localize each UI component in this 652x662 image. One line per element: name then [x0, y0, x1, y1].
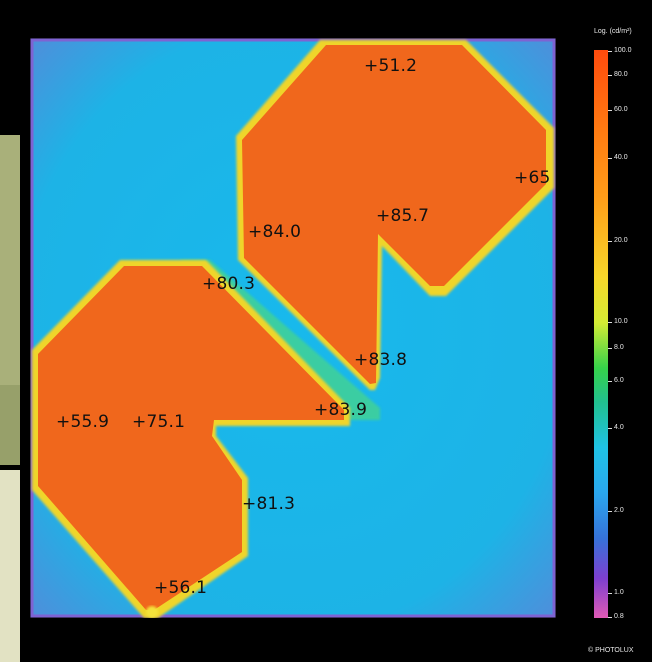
reading-label: +65 [514, 168, 551, 188]
reading-label: +75.1 [132, 412, 186, 432]
scale-tick-label: 1.0 [614, 589, 624, 596]
reading-label: +84.0 [248, 222, 302, 242]
scale-tick-label: 20.0 [614, 237, 628, 244]
scale-tick-label: 8.0 [614, 344, 624, 351]
scale-tick [608, 158, 612, 159]
scale-tick-label: 6.0 [614, 377, 624, 384]
scale-tick-label: 40.0 [614, 154, 628, 161]
scale-tick-label: 80.0 [614, 71, 628, 78]
scale-tick [608, 428, 612, 429]
scale-tick-label: 100.0 [614, 47, 632, 54]
scale-tick [608, 51, 612, 52]
reading-label: +80.3 [202, 274, 256, 294]
scale-tick [608, 617, 612, 618]
reading-label: +85.7 [376, 206, 430, 226]
reading-label: +56.1 [154, 578, 208, 598]
scale-gradient-bar [594, 50, 608, 618]
reading-label: +83.8 [354, 350, 408, 370]
scale-tick-label: 4.0 [614, 424, 624, 431]
scale-tick [608, 593, 612, 594]
lower-tip-glow [146, 606, 158, 618]
scale-tick-label: 0.8 [614, 613, 624, 620]
scale-tick [608, 75, 612, 76]
scale-tick [608, 241, 612, 242]
upper-panel [242, 45, 546, 384]
reading-label: +55.9 [56, 412, 110, 432]
background-strip-top [0, 135, 20, 385]
color-scale: Log. (cd/m²) 100.0 80.0 60.0 40.0 20.0 1… [586, 20, 652, 662]
background-strip-middle [0, 385, 20, 465]
background-strip-bottom [0, 470, 20, 662]
scale-tick [608, 348, 612, 349]
reading-label: +51.2 [364, 56, 418, 76]
luminance-map: +51.2 +65 +85.7 +84.0 +80.3 +83.8 +83.9 … [30, 38, 556, 618]
scale-tick-label: 2.0 [614, 507, 624, 514]
reading-label: +83.9 [314, 400, 368, 420]
copyright-text: © PHOTOLUX [588, 647, 634, 654]
scale-tick-label: 10.0 [614, 318, 628, 325]
luminance-map-image [30, 38, 556, 618]
scale-tick-label: 60.0 [614, 106, 628, 113]
reading-label: +81.3 [242, 494, 296, 514]
scale-title: Log. (cd/m²) [594, 28, 632, 35]
scale-tick [608, 322, 612, 323]
scale-tick [608, 110, 612, 111]
scale-tick [608, 381, 612, 382]
background-edge [30, 38, 556, 618]
scale-tick [608, 511, 612, 512]
lower-panel [38, 266, 344, 610]
